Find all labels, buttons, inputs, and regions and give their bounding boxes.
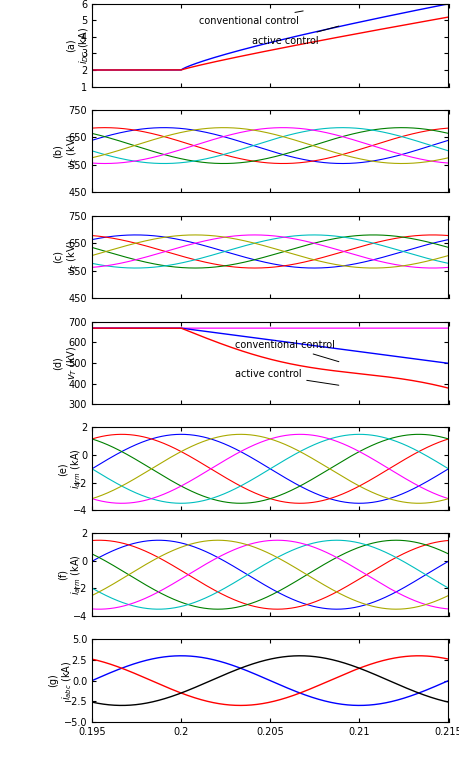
Text: conventional control: conventional control (234, 341, 338, 361)
Text: conventional control: conventional control (198, 11, 302, 26)
Y-axis label: (a)
$i_{DC}$ (kA): (a) $i_{DC}$ (kA) (65, 27, 91, 63)
Y-axis label: (b)
$v_c$ (kV): (b) $v_c$ (kV) (53, 134, 78, 168)
Y-axis label: (d)
$v_T$ (kV): (d) $v_T$ (kV) (53, 346, 78, 380)
Y-axis label: (e)
$i_{arm}$ (kA): (e) $i_{arm}$ (kA) (57, 448, 83, 489)
Text: active control: active control (252, 26, 338, 46)
Y-axis label: (g)
$i_{abc}$ (kA): (g) $i_{abc}$ (kA) (48, 661, 73, 701)
Y-axis label: (f)
$i_{arm}$ (kA): (f) $i_{arm}$ (kA) (57, 555, 83, 595)
Y-axis label: (c)
$v_c$ (kV): (c) $v_c$ (kV) (53, 240, 78, 274)
Text: active control: active control (234, 369, 338, 385)
